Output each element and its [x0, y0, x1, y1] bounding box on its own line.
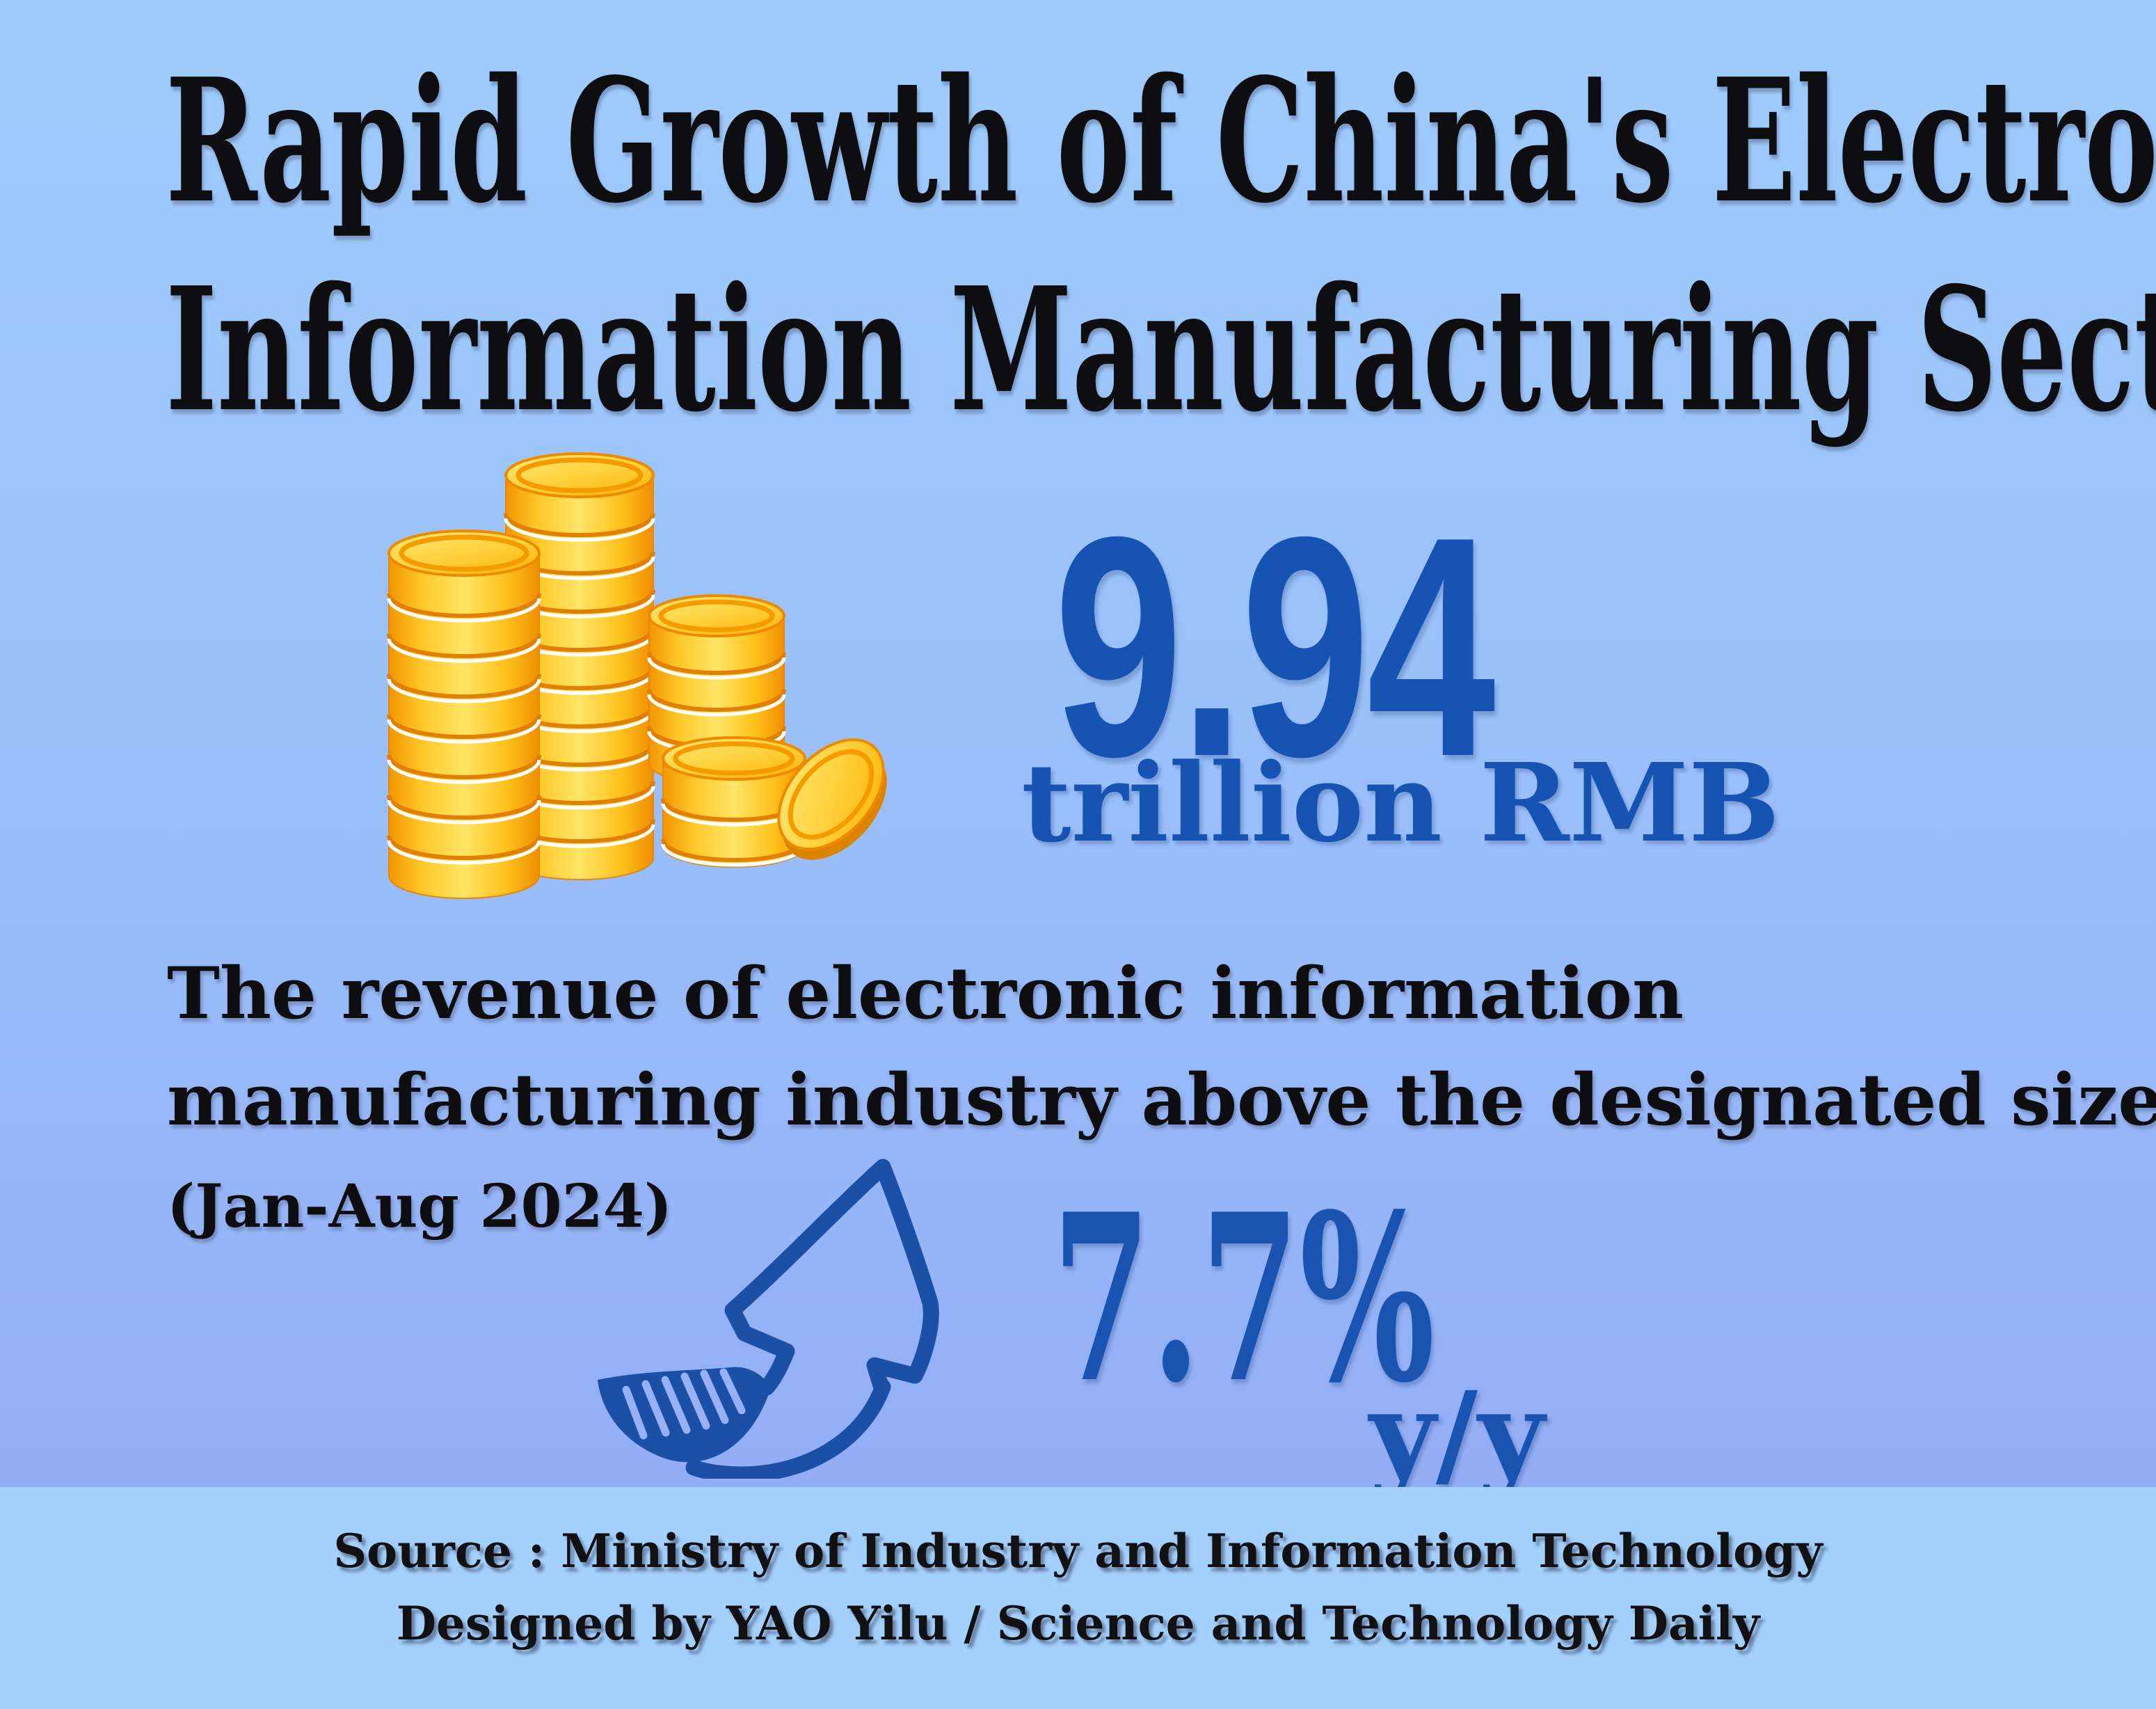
revenue-description-line-2: manufacturing industry above the designa… [167, 1058, 2156, 1142]
revenue-unit: trillion RMB [1021, 739, 1780, 866]
page-title: Rapid Growth of China's Electronic Infor… [166, 37, 2156, 454]
page-title-line-1: Rapid Growth of China's Electronic [166, 41, 2156, 241]
revenue-description-period: (Jan-Aug 2024) [167, 1172, 673, 1241]
revenue-description: The revenue of electronic information ma… [167, 941, 2156, 1260]
revenue-description-line-1: The revenue of electronic information [167, 952, 1684, 1035]
leaning-coin [777, 738, 887, 860]
footer-source: Source : Ministry of Industry and Inform… [333, 1524, 1823, 1578]
gold-coins-icon [387, 452, 887, 899]
footer-credit: Designed by YAO Yilu / Science and Techn… [396, 1596, 1760, 1651]
coin-stack-tall [504, 452, 655, 880]
coin-stack-left [387, 530, 541, 899]
footer-band [0, 1487, 2156, 1709]
page-title-line-2: Information Manufacturing Sector [166, 250, 2156, 450]
revenue-value: 9.94 [1054, 472, 1496, 822]
growth-value: 7.7% [1052, 1163, 1435, 1433]
hand-drawn-up-arrow-icon [598, 1159, 939, 1479]
growth-unit: y/y [1369, 1366, 1545, 1501]
